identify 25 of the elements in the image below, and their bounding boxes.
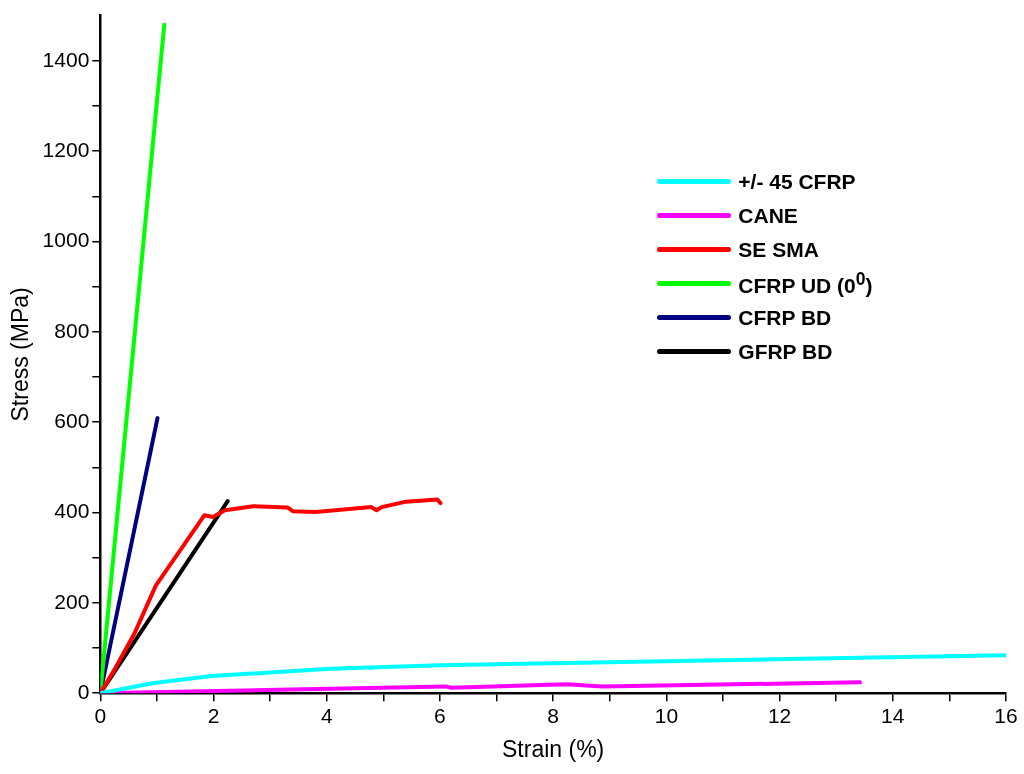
legend-label: CFRP UD (0$^{0}$): [738, 269, 873, 299]
y-tick-label: 600: [54, 408, 90, 432]
x-tick-label: 2: [207, 703, 220, 727]
x-axis-title: Strain (%): [502, 735, 605, 762]
legend-label: +/- 45 CFRP: [738, 169, 856, 194]
x-tick-label: 14: [881, 703, 905, 727]
legend-label: CFRP BD: [738, 305, 832, 330]
y-tick-label: 1200: [42, 137, 90, 161]
y-tick-label: 800: [54, 318, 90, 342]
legend-label: GFRP BD: [738, 339, 833, 364]
x-tick-label: 6: [434, 703, 446, 727]
y-tick-label: 200: [54, 589, 90, 613]
y-tick-label: 1000: [42, 228, 90, 252]
x-tick-label: 16: [994, 703, 1018, 727]
x-tick-label: 4: [320, 703, 333, 727]
y-tick-label: 400: [54, 499, 90, 523]
x-tick-label: 8: [547, 703, 559, 727]
legend-label: SE SMA: [738, 237, 819, 262]
x-tick-label: 10: [654, 703, 679, 727]
y-axis-title: Stress (MPa): [7, 287, 34, 422]
y-tick-label: 1400: [42, 47, 90, 71]
y-tick-label: 0: [77, 680, 90, 703]
x-tick-label: 12: [767, 703, 792, 727]
x-tick-label: 0: [94, 703, 107, 727]
legend-label: CANE: [738, 203, 798, 228]
